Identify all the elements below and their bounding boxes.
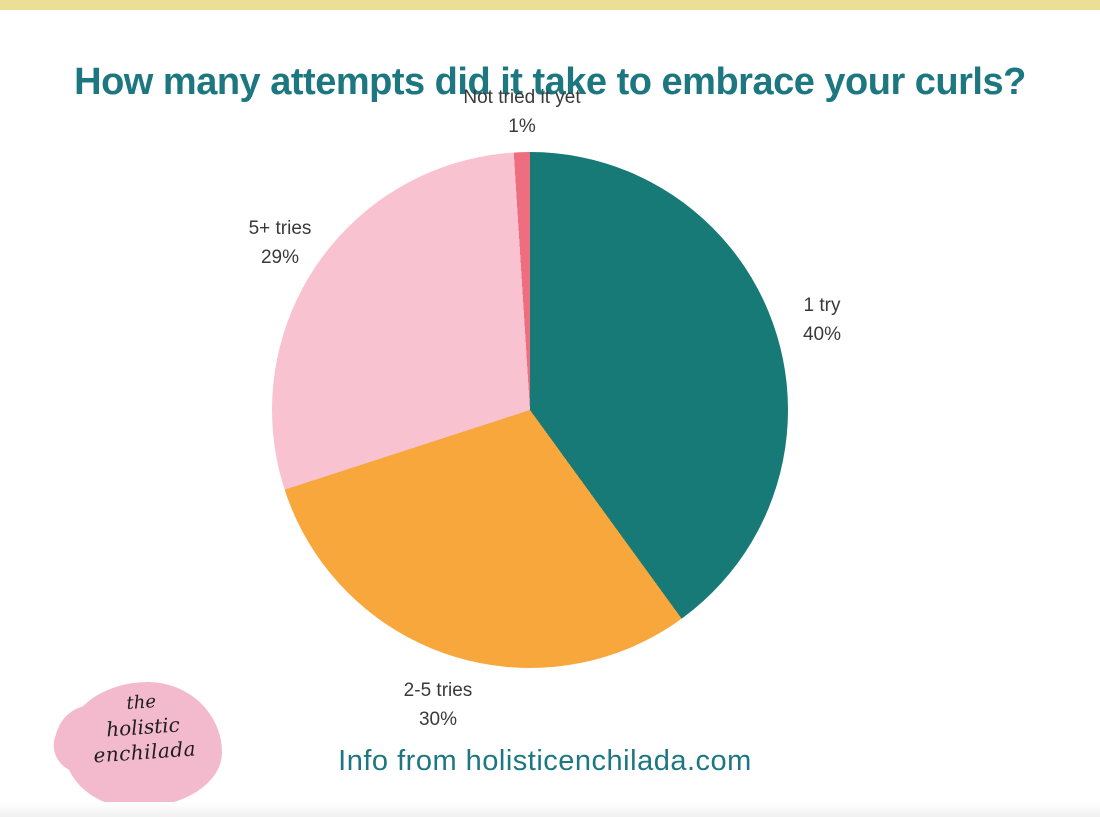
slice-label-name: 1 try — [803, 295, 841, 316]
logo-text: the holistic enchilada — [62, 685, 225, 771]
top-accent-band — [0, 0, 1100, 10]
slice-label-name: 2-5 tries — [403, 680, 473, 701]
logo-paint-blob — [64, 682, 222, 808]
slice-label-pct: 40% — [802, 324, 842, 345]
pie-chart — [272, 152, 788, 668]
source-note: Info from holisticenchilada.com — [338, 745, 752, 777]
slice-label-name: Not tried it yet — [463, 87, 581, 108]
slice-label-2-5-tries: 2-5 tries 30% — [338, 676, 538, 734]
slice-label-not-tried: Not tried it yet 1% — [422, 83, 622, 141]
slice-label-1-try: 1 try 40% — [722, 291, 922, 349]
slice-label-pct: 29% — [260, 247, 300, 268]
slice-label-5-plus-tries: 5+ tries 29% — [180, 214, 380, 272]
bottom-fade-band — [0, 802, 1100, 817]
slice-label-pct: 1% — [508, 116, 536, 137]
chart-title: How many attempts did it take to embrace… — [74, 61, 1026, 104]
holistic-enchilada-logo: the holistic enchilada — [64, 682, 222, 808]
slice-label-name: 5+ tries — [248, 218, 312, 239]
slice-label-pct: 30% — [418, 709, 458, 730]
